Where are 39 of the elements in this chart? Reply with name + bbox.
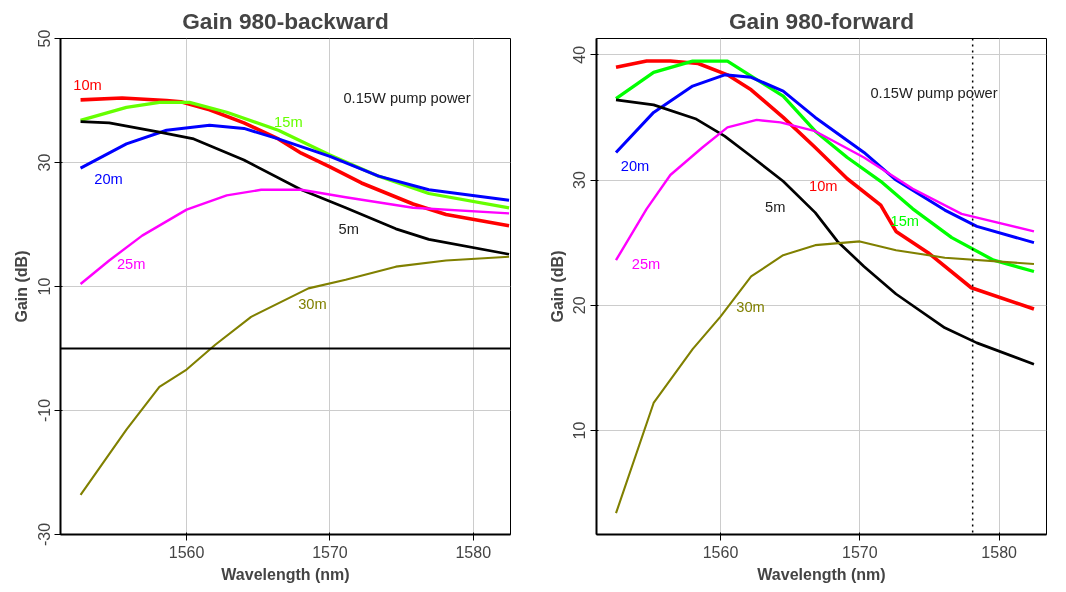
line-series (614, 240, 1036, 515)
series-label: 30m (298, 296, 327, 313)
series-label: 20m (94, 171, 123, 188)
y-tick-label: 20 (571, 296, 589, 315)
series-label: 25m (116, 256, 146, 273)
x-tick-label: 1580 (981, 543, 1018, 561)
y-tick-label: 10 (35, 277, 53, 296)
y-axis-title: Gain (dB) (548, 250, 566, 323)
y-tick-label: 10 (571, 421, 589, 440)
line-series (79, 255, 511, 496)
x-tick-label: 1570 (842, 543, 878, 561)
y-tick-label: -10 (35, 398, 53, 423)
x-tick-label: 1560 (702, 543, 739, 561)
series-label: 25m (631, 256, 661, 273)
y-axis-title: Gain (dB) (12, 250, 30, 323)
series-label: 15m (890, 212, 920, 229)
series-label: 10m (73, 76, 102, 93)
chart-title: Gain 980-forward (728, 7, 915, 34)
series-label: 15m (274, 114, 303, 131)
y-tick-label: 30 (35, 153, 53, 172)
series-label: 10m (808, 178, 838, 195)
y-tick-label: 30 (571, 171, 589, 189)
line-series (79, 188, 511, 286)
series-label: 5m (765, 199, 786, 216)
chart-title: Gain 980-backward (182, 7, 389, 34)
x-axis-title: Wavelength (nm) (221, 565, 350, 583)
series-label: 30m (736, 298, 765, 315)
x-tick-label: 1580 (455, 543, 492, 561)
y-tick-label: 40 (571, 45, 589, 64)
x-tick-label: 1570 (312, 543, 348, 561)
series-label: 5m (338, 220, 359, 237)
line-series (614, 73, 1036, 245)
x-axis-title: Wavelength (nm) (757, 565, 886, 583)
annotation: 0.15W pump power (343, 90, 471, 107)
annotation: 0.15W pump power (870, 85, 998, 102)
series-label: 20m (620, 158, 650, 175)
x-tick-label: 1560 (168, 543, 205, 561)
y-tick-label: -30 (35, 522, 53, 547)
y-tick-label: 50 (35, 29, 53, 48)
